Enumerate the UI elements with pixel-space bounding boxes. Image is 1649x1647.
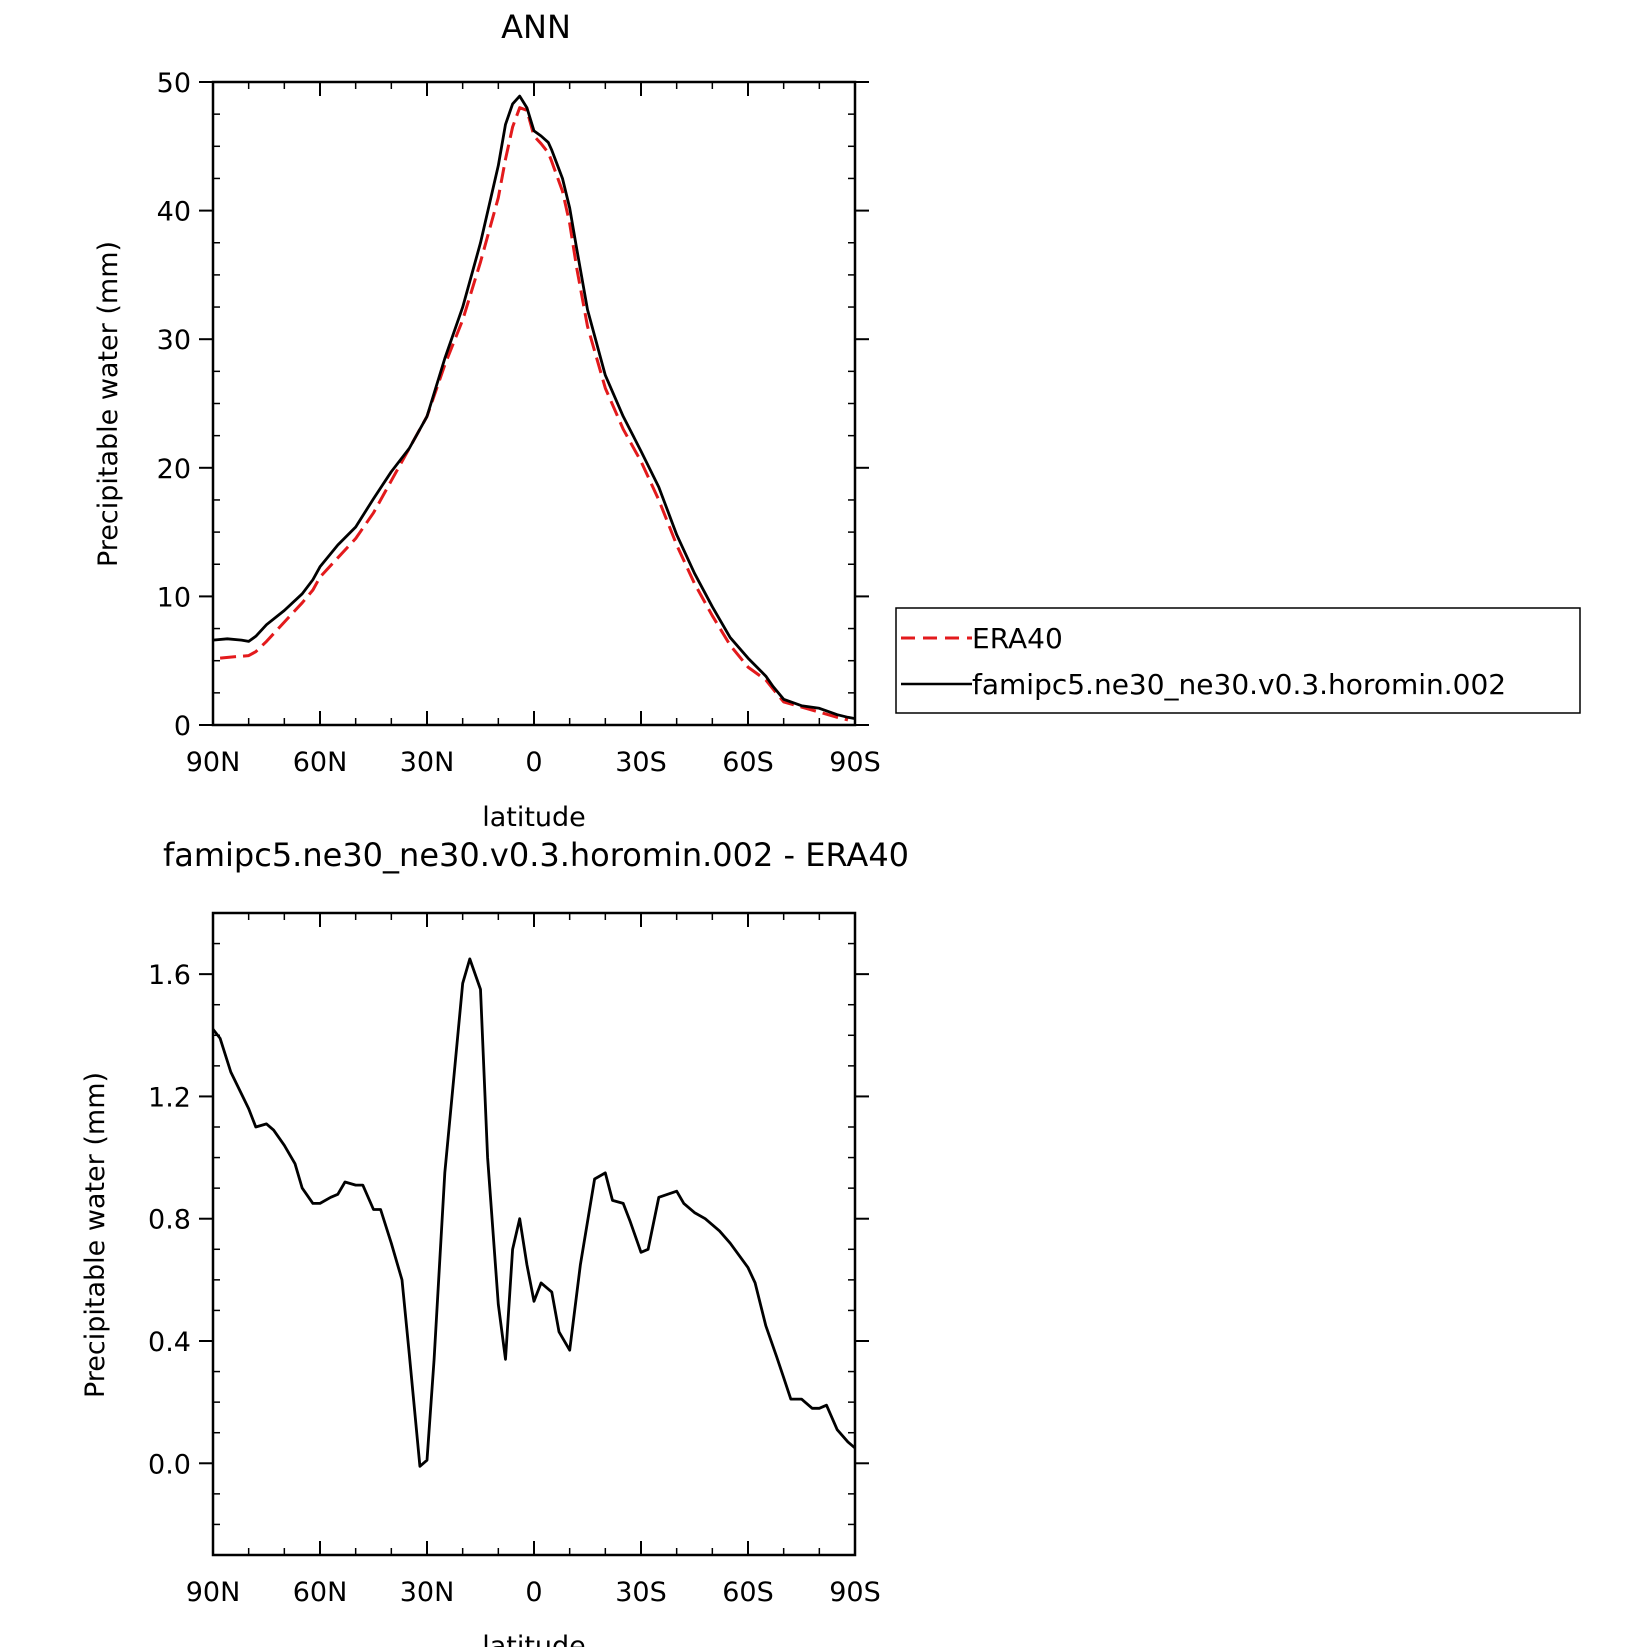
top-x-axis-title: latitude — [482, 802, 586, 833]
bottom-plot-title: famipc5.ne30_ne30.v0.3.horomin.002 - ERA… — [163, 836, 909, 874]
top-y-tick-label: 10 — [157, 582, 191, 613]
top-plot-title: ANN — [501, 8, 571, 46]
legend: ERA40 famipc5.ne30_ne30.v0.3.horomin.002 — [895, 607, 1581, 714]
top-y-tick-label: 20 — [157, 454, 191, 485]
bottom-y-tick-label: 0.4 — [148, 1327, 191, 1358]
top-x-tick-label: 60N — [293, 747, 348, 778]
bottom-y-axis-title: Precipitable water (mm) — [80, 1072, 111, 1398]
bottom-x-axis-title: latitude — [482, 1631, 586, 1647]
top-x-tick-label: 90S — [829, 747, 881, 778]
top-y-tick-label: 0 — [174, 711, 191, 742]
bottom-y-tick-label: 0.0 — [148, 1449, 191, 1480]
top-y-tick-label: 50 — [157, 68, 191, 99]
top-y-tick-label: 40 — [157, 197, 191, 228]
top-series-line-1 — [219, 106, 849, 722]
top-x-tick-label: 0 — [525, 747, 542, 778]
legend-label-era40: ERA40 — [972, 622, 1063, 655]
top-axes: 90N 60N 30N 0 30S 60S 90S 0 10 20 30 40 50 — [157, 68, 881, 778]
bottom-panel: famipc5.ne30_ne30.v0.3.horomin.002 - ERA… — [80, 836, 909, 1647]
bottom-x-tick-label: 60N — [293, 1577, 348, 1608]
top-x-tick-label: 90N — [186, 747, 241, 778]
bottom-x-tick-label: 90S — [829, 1577, 881, 1608]
top-panel: ANN 90N 60N 30N 0 30S 60S 90S 0 10 20 30 40 50 latit… — [93, 8, 881, 833]
top-x-tick-label: 30S — [615, 747, 667, 778]
bottom-x-tick-label: 30S — [615, 1577, 667, 1608]
legend-label-model: famipc5.ne30_ne30.v0.3.horomin.002 — [972, 668, 1506, 701]
bottom-series-line-1 — [211, 957, 856, 1468]
bottom-plot-area — [211, 957, 856, 1468]
bottom-plot-frame — [211, 911, 857, 1557]
legend-box — [895, 607, 1581, 714]
bottom-x-tick-label: 30N — [400, 1577, 455, 1608]
bottom-x-tick-label: 0 — [525, 1577, 542, 1608]
top-y-axis-title: Precipitable water (mm) — [93, 241, 124, 567]
top-series-line-2 — [212, 94, 856, 720]
top-x-tick-label: 60S — [722, 747, 774, 778]
bottom-x-tick-label: 90N — [186, 1577, 241, 1608]
top-plot-frame — [211, 80, 857, 727]
bottom-y-tick-label: 1.6 — [148, 960, 191, 991]
top-plot-area — [212, 94, 856, 722]
top-y-tick-label: 30 — [157, 325, 191, 356]
top-x-tick-label: 30N — [400, 747, 455, 778]
bottom-y-tick-label: 0.8 — [148, 1205, 191, 1236]
bottom-axes: 90N 60N 30N 0 30S 60S 90S 0.0 0.4 0.8 1.2 1.6 — [148, 912, 881, 1608]
bottom-y-tick-label: 1.2 — [148, 1082, 191, 1113]
bottom-x-tick-label: 60S — [722, 1577, 774, 1608]
